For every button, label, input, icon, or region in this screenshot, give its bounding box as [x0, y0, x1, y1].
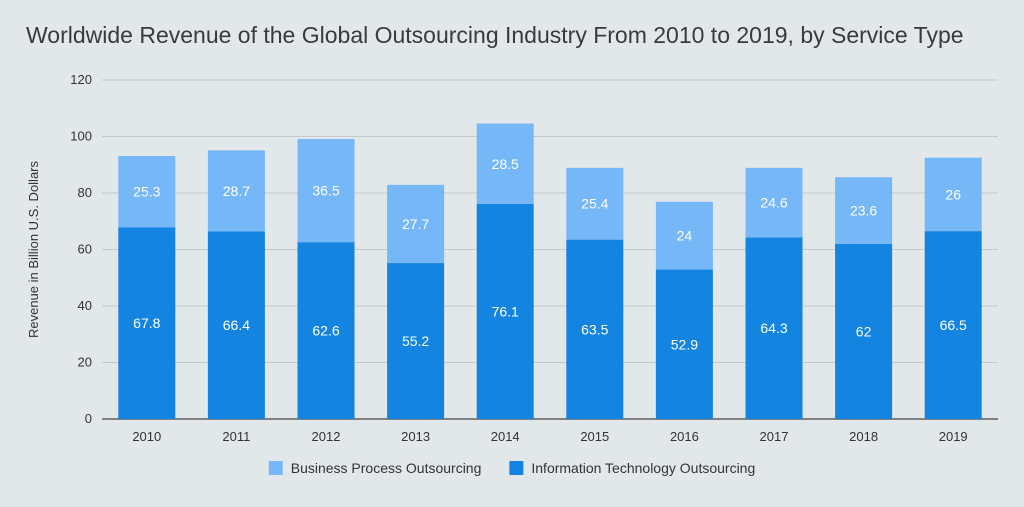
data-label: 62 [856, 323, 872, 339]
data-label: 27.7 [402, 216, 429, 232]
legend-swatch [509, 461, 524, 475]
y-tick-label: 80 [78, 185, 92, 200]
bar-bpo-2014 [476, 123, 534, 205]
data-label: 66.5 [940, 317, 967, 333]
data-label: 28.5 [492, 156, 519, 172]
x-tick-label: 2019 [939, 429, 968, 444]
x-tick-label: 2012 [312, 429, 341, 444]
data-label: 62.6 [312, 323, 339, 339]
x-tick-label: 2010 [132, 429, 161, 444]
data-label: 25.4 [581, 196, 608, 212]
data-label: 24.6 [760, 195, 787, 211]
bar-bpo-2018 [835, 177, 893, 244]
x-tick-label: 2016 [670, 429, 699, 444]
data-label: 24 [677, 228, 693, 244]
data-label: 63.5 [581, 321, 608, 337]
bar-bpo-2017 [745, 167, 803, 238]
bar-bpo-2013 [387, 184, 445, 264]
bar-bpo-2012 [297, 139, 355, 243]
data-label: 55.2 [402, 333, 429, 349]
bar-it-2017 [745, 237, 803, 419]
data-label: 76.1 [492, 304, 519, 320]
data-label: 67.8 [133, 315, 160, 331]
y-tick-label: 60 [78, 242, 92, 257]
bar-it-2012 [297, 242, 355, 419]
data-label: 28.7 [223, 183, 250, 199]
y-tick-label: 20 [78, 355, 92, 370]
y-tick-label: 0 [85, 411, 92, 426]
bar-it-2015 [566, 239, 624, 419]
y-tick-label: 100 [70, 129, 92, 144]
bar-bpo-2011 [207, 150, 265, 232]
legend-label: Business Process Outsourcing [291, 460, 482, 476]
x-tick-label: 2018 [849, 429, 878, 444]
bar-it-2014 [476, 204, 534, 419]
data-label: 26 [945, 186, 961, 202]
x-tick-label: 2014 [491, 429, 520, 444]
x-tick-label: 2015 [580, 429, 609, 444]
bar-it-2013 [387, 263, 445, 419]
bar-bpo-2010 [118, 155, 176, 228]
legend-label: Information Technology Outsourcing [531, 460, 755, 476]
x-tick-label: 2013 [401, 429, 430, 444]
y-tick-label: 120 [70, 72, 92, 87]
data-label: 52.9 [671, 336, 698, 352]
data-label: 64.3 [760, 320, 787, 336]
x-tick-label: 2011 [222, 429, 250, 444]
bar-bpo-2016 [655, 201, 713, 270]
bar-it-2016 [655, 269, 713, 419]
y-axis-label: Revenue in Billion U.S. Dollars [26, 160, 41, 338]
bar-it-2010 [118, 227, 176, 419]
x-tick-label: 2017 [760, 429, 789, 444]
bar-it-2019 [924, 231, 982, 419]
data-label: 36.5 [312, 183, 339, 199]
chart-title: Worldwide Revenue of the Global Outsourc… [26, 22, 964, 48]
y-tick-label: 40 [78, 298, 92, 313]
bar-bpo-2019 [924, 157, 982, 232]
bar-bpo-2015 [566, 167, 624, 240]
legend-swatch [268, 461, 283, 475]
bar-it-2011 [207, 231, 265, 419]
data-label: 66.4 [223, 317, 250, 333]
data-label: 25.3 [133, 184, 160, 200]
data-label: 23.6 [850, 203, 877, 219]
bar-it-2018 [835, 243, 893, 419]
